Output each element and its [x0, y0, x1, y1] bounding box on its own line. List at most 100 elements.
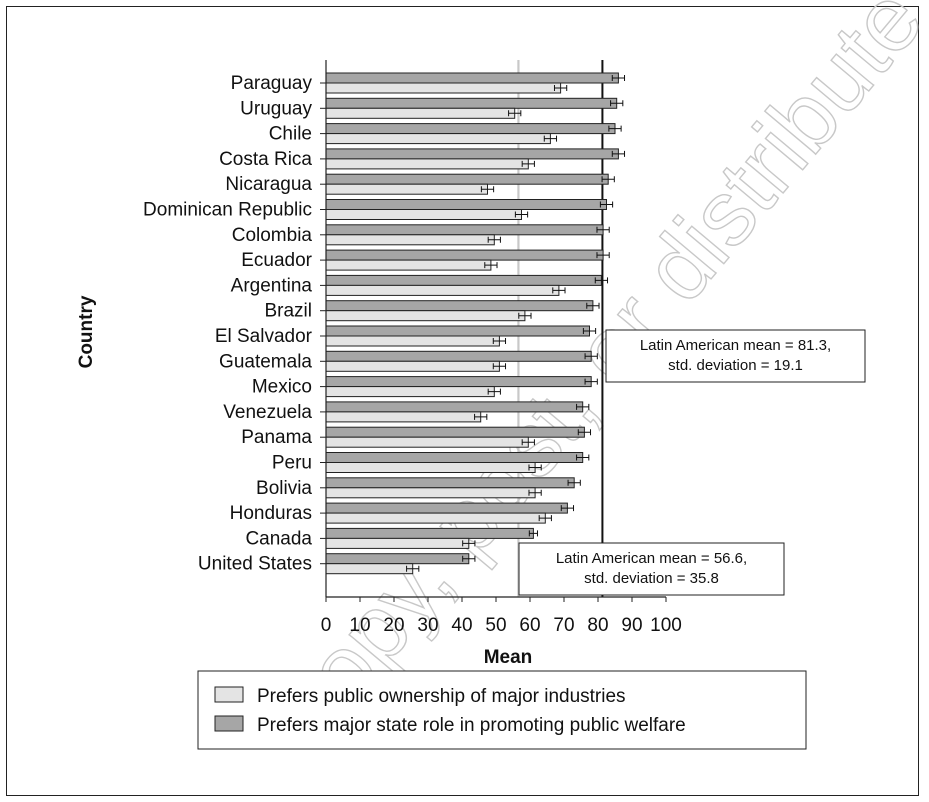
- bar-welfare-6: [325, 224, 604, 236]
- error-bar-ownership-0: [553, 85, 568, 91]
- bar-welfare-19: [325, 553, 470, 565]
- category-label: Mexico: [252, 377, 312, 398]
- annotation-text-2: std. deviation = 35.8: [584, 570, 719, 587]
- bar-welfare-15: [325, 452, 584, 463]
- bar-welfare-8: [325, 274, 602, 286]
- category-label: Bolivia: [256, 478, 312, 499]
- bar-ownership-6: [325, 234, 495, 246]
- x-tick-label: 80: [587, 615, 608, 636]
- error-bar-welfare-15: [576, 454, 590, 461]
- error-bar-welfare-4: [601, 176, 615, 183]
- bar-welfare-5: [325, 199, 607, 210]
- bar-ownership-0: [325, 82, 562, 94]
- error-bar-ownership-12: [487, 388, 501, 395]
- bar-welfare-1: [325, 97, 618, 109]
- bar-welfare-9: [325, 300, 594, 312]
- error-bar-ownership-11: [492, 363, 507, 370]
- bar-ownership-19: [325, 563, 414, 575]
- error-bar-ownership-1: [508, 110, 522, 117]
- bar-welfare-0: [325, 72, 619, 84]
- error-bar-ownership-18: [462, 540, 476, 547]
- x-axis-title: Mean: [484, 647, 533, 668]
- error-bar-welfare-8: [594, 277, 609, 284]
- legend-label-2: Prefers major state role in promoting pu…: [257, 715, 686, 736]
- error-bar-ownership-3: [521, 160, 535, 167]
- error-bar-welfare-11: [584, 353, 598, 360]
- x-tick-label: 10: [349, 615, 370, 636]
- category-label: El Salvador: [215, 326, 313, 347]
- error-bar-welfare-2: [608, 125, 622, 132]
- error-bar-welfare-12: [584, 378, 598, 385]
- x-tick-label: 90: [621, 615, 642, 636]
- annotation-box-1: [605, 329, 866, 383]
- bar-ownership-1: [325, 107, 516, 119]
- error-bar-welfare-5: [599, 201, 614, 208]
- bar-ownership-4: [325, 183, 488, 195]
- bar-ownership-7: [325, 259, 492, 271]
- category-label: Nicaragua: [225, 174, 312, 195]
- category-label: United States: [198, 554, 312, 575]
- error-bar-ownership-6: [487, 236, 501, 243]
- error-bar-welfare-0: [611, 75, 626, 81]
- error-bar-ownership-14: [521, 439, 535, 446]
- error-bar-ownership-16: [528, 489, 542, 496]
- category-label: Paraguay: [231, 73, 313, 94]
- error-bar-ownership-9: [518, 312, 532, 319]
- annotation-text-1: std. deviation = 19.1: [668, 357, 803, 374]
- bar-welfare-18: [325, 527, 534, 539]
- error-bar-ownership-5: [514, 211, 529, 218]
- error-bar-ownership-8: [552, 287, 566, 294]
- bar-ownership-11: [325, 360, 500, 372]
- category-label: Honduras: [230, 503, 312, 524]
- error-bar-welfare-1: [610, 100, 624, 107]
- legend-swatch-1: [214, 686, 244, 703]
- category-label: Brazil: [264, 301, 312, 322]
- category-label: Panama: [241, 427, 312, 448]
- bar-ownership-9: [325, 310, 526, 322]
- bar-welfare-3: [325, 148, 619, 160]
- error-bar-ownership-13: [474, 413, 488, 420]
- error-bar-ownership-4: [480, 186, 495, 193]
- error-bar-welfare-10: [582, 328, 597, 334]
- legend-box: [197, 670, 807, 750]
- error-bar-welfare-7: [596, 252, 610, 259]
- error-bar-ownership-15: [528, 464, 542, 471]
- error-bar-welfare-6: [596, 226, 610, 233]
- category-label: Venezuela: [223, 402, 312, 423]
- x-tick-label: 100: [650, 615, 682, 636]
- category-label: Argentina: [231, 275, 313, 296]
- bar-welfare-2: [325, 123, 616, 135]
- error-bar-ownership-2: [543, 135, 558, 142]
- category-label: Ecuador: [241, 250, 312, 271]
- category-label: Guatemala: [219, 351, 312, 372]
- bar-welfare-16: [325, 477, 575, 489]
- bar-ownership-17: [325, 512, 546, 524]
- annotation-text-2: Latin American mean = 56.6,: [556, 550, 747, 567]
- error-bar-welfare-14: [577, 429, 592, 436]
- category-label: Canada: [245, 528, 312, 549]
- error-bar-ownership-10: [492, 338, 507, 344]
- error-bar-welfare-19: [462, 555, 476, 562]
- bar-ownership-8: [325, 284, 560, 296]
- x-tick-label: 30: [417, 615, 438, 636]
- x-tick-label: 70: [553, 615, 574, 636]
- bar-ownership-5: [325, 209, 522, 220]
- bar-ownership-16: [325, 487, 536, 499]
- error-bar-welfare-16: [567, 479, 581, 486]
- x-tick-label: 0: [321, 615, 332, 636]
- bar-welfare-14: [325, 426, 585, 438]
- x-tick-label: 50: [485, 615, 506, 636]
- bar-ownership-10: [325, 335, 500, 347]
- error-bar-welfare-3: [611, 150, 626, 157]
- legend-swatch-2: [214, 715, 244, 732]
- bar-ownership-18: [325, 537, 470, 549]
- bar-ownership-14: [325, 436, 529, 448]
- legend-label-1: Prefers public ownership of major indust…: [257, 686, 626, 707]
- x-tick-label: 20: [383, 615, 404, 636]
- category-label: Colombia: [232, 225, 313, 246]
- category-label: Uruguay: [240, 98, 312, 119]
- bar-ownership-12: [325, 386, 495, 398]
- y-axis-title: Country: [76, 295, 97, 368]
- bar-welfare-10: [325, 325, 590, 337]
